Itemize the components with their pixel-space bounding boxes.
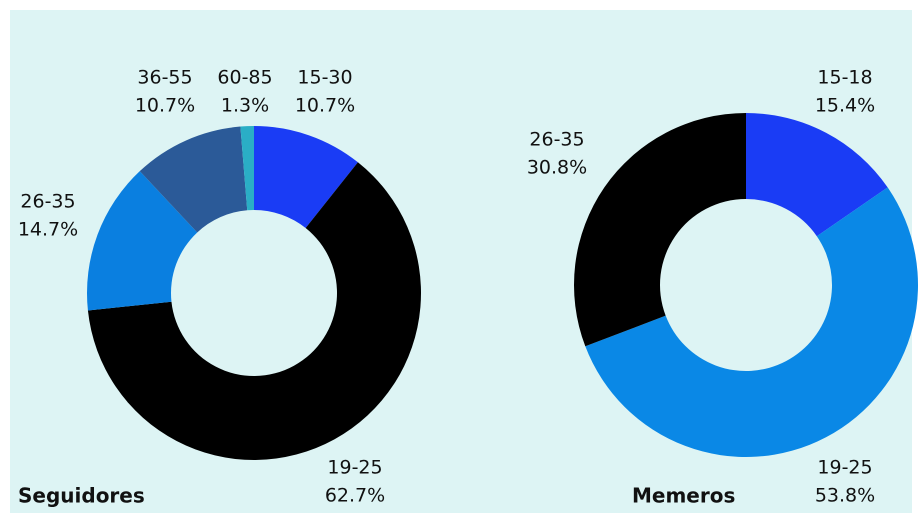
- slice-label: 26-35: [20, 191, 75, 213]
- chart-title: Memeros: [632, 484, 735, 508]
- slice-value-label: 14.7%: [18, 219, 78, 241]
- slice-value-label: 62.7%: [325, 485, 385, 507]
- slice: [585, 187, 918, 457]
- chart-title: Seguidores: [18, 484, 145, 508]
- slice-label: 19-25: [817, 457, 872, 479]
- slice-value-label: 30.8%: [527, 157, 587, 179]
- slice-label: 26-35: [529, 129, 584, 151]
- slice-label: 60-85: [217, 67, 272, 89]
- slice: [139, 126, 248, 233]
- slice-label: 19-25: [327, 457, 382, 479]
- slice: [87, 162, 422, 460]
- slice: [573, 113, 746, 347]
- slice-value-label: 10.7%: [295, 95, 355, 117]
- slice: [240, 126, 254, 211]
- slice-value-label: 53.8%: [815, 485, 875, 507]
- slice: [87, 171, 198, 311]
- slice-value-label: 15.4%: [815, 95, 875, 117]
- slice-label: 36-55: [137, 67, 192, 89]
- slice-label: 15-30: [297, 67, 352, 89]
- slice-label: 15-18: [817, 67, 872, 89]
- slice: [746, 113, 888, 237]
- slice: [254, 126, 358, 229]
- slice-value-label: 10.7%: [135, 95, 195, 117]
- slice-value-label: 1.3%: [221, 95, 269, 117]
